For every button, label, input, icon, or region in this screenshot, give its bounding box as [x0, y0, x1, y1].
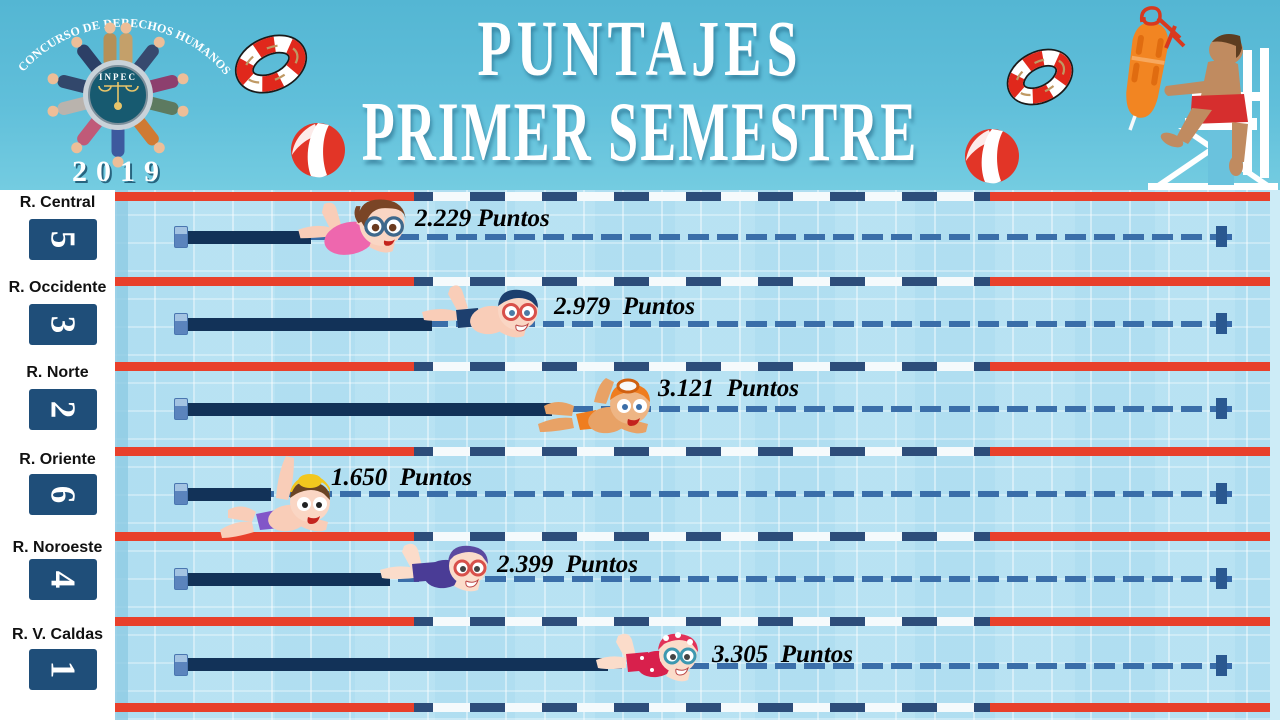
- svg-text:2019: 2019: [74, 157, 170, 190]
- svg-text:INPEC: INPEC: [99, 72, 137, 82]
- svg-text:2019: 2019: [72, 155, 168, 188]
